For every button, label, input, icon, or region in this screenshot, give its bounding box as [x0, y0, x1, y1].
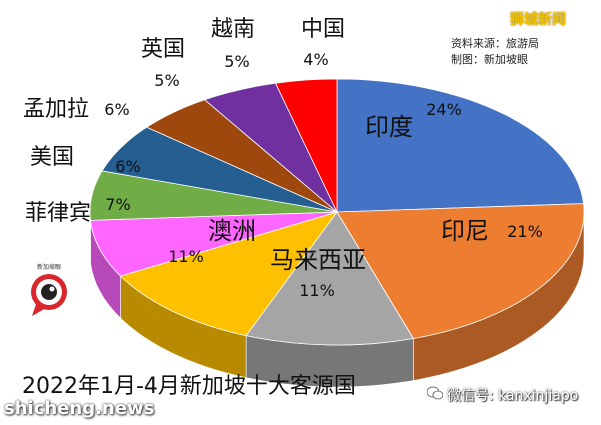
- slice-value-label: 4%: [303, 50, 328, 69]
- slice-value-label: 5%: [224, 52, 249, 71]
- watermark-top: 狮城新闻: [510, 12, 566, 28]
- slice-label: 孟加拉: [23, 97, 89, 122]
- slice-label: 中国: [301, 17, 345, 42]
- watermark-left: shicheng.news: [4, 398, 155, 419]
- source-line: 资料来源：旅游局: [451, 37, 539, 50]
- pie-slice: [336, 78, 584, 213]
- slice-value-label: 5%: [154, 71, 179, 90]
- slice-label: 印尼: [441, 217, 489, 245]
- logo-icon: 新加坡眼: [31, 263, 67, 316]
- slice-value-label: 6%: [104, 100, 129, 119]
- pie-slice: [336, 203, 585, 339]
- wechat-icon: [427, 386, 443, 400]
- pie-slice: [274, 78, 338, 213]
- chart-title: 2022年1月-4月新加坡十大客源国: [22, 374, 356, 399]
- pie-slice: [119, 211, 339, 337]
- cartography-line: 制图：新加坡眼: [451, 53, 528, 66]
- pie-slice: [245, 211, 414, 346]
- source-note: 资料来源：旅游局 制图：新加坡眼: [451, 36, 539, 68]
- slice-label: 越南: [211, 17, 255, 42]
- slice-label: 英国: [141, 37, 185, 62]
- slice-value-label: 24%: [426, 100, 462, 119]
- slice-label: 澳洲: [208, 217, 256, 245]
- slice-label: 美国: [30, 145, 74, 170]
- slice-value-label: 6%: [115, 157, 140, 176]
- slice-label: 印度: [365, 113, 413, 141]
- logo-text: 新加坡眼: [37, 263, 61, 271]
- slice-label: 菲律宾: [25, 201, 91, 226]
- slice-value-label: 11%: [168, 247, 204, 266]
- pie-slice: [90, 211, 338, 277]
- slice-value-label: 7%: [105, 195, 130, 214]
- slice-label: 马来西亚: [270, 246, 366, 274]
- watermark-right: 微信号: kanxinjiapo: [447, 388, 579, 404]
- slice-value-label: 21%: [507, 222, 543, 241]
- slice-value-label: 11%: [299, 281, 335, 300]
